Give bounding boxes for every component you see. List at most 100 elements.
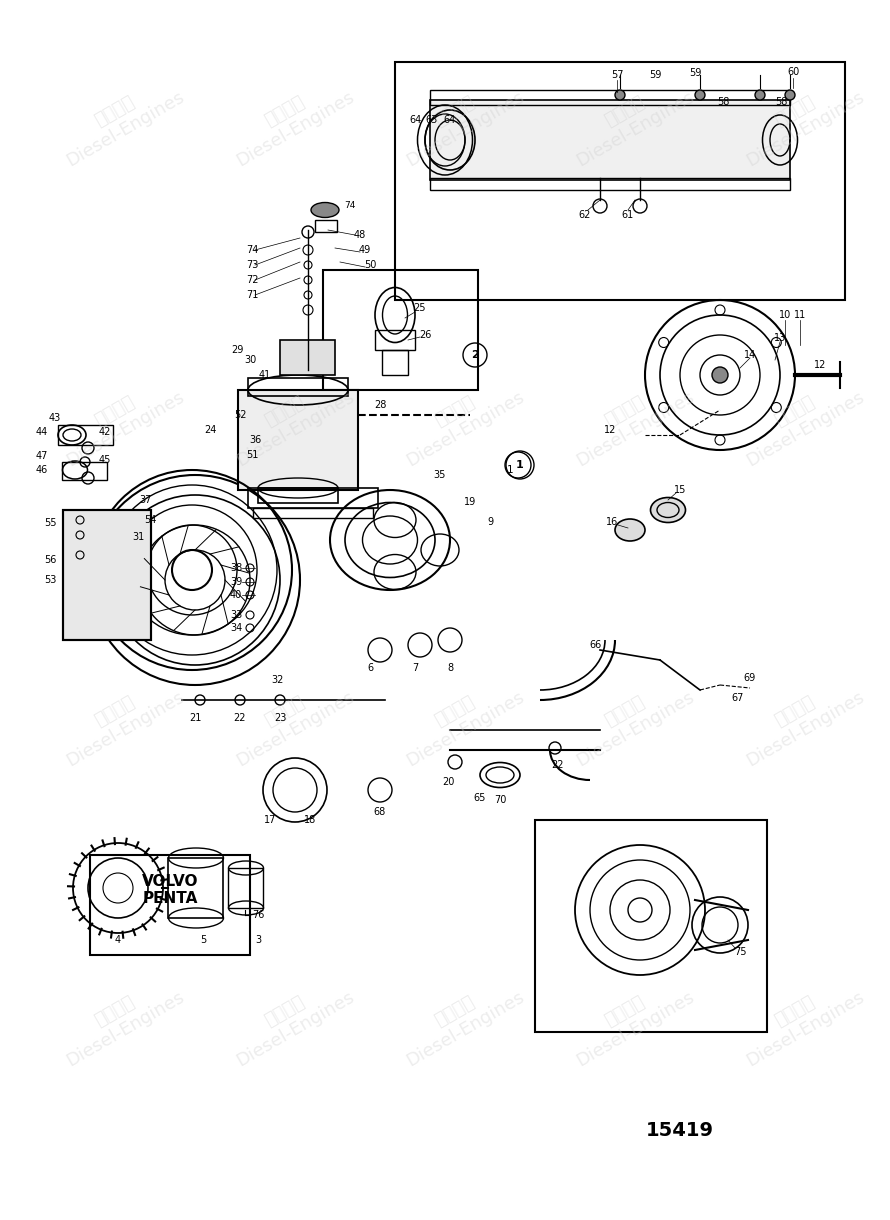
Text: 10: 10 [779,310,791,320]
Text: 59: 59 [649,70,661,81]
Text: 紧发动力
Diesel-Engines: 紧发动力 Diesel-Engines [732,70,868,170]
Text: 61: 61 [622,210,634,220]
Text: 70: 70 [494,795,506,805]
Text: 1: 1 [506,465,514,475]
Text: 58: 58 [716,98,729,107]
Text: 11: 11 [794,310,806,320]
Bar [258,488,338,503]
Text: VOLVO
PENTA: VOLVO PENTA [142,874,198,906]
Text: 13: 13 [774,333,786,343]
Text: 31: 31 [132,532,144,542]
Text: 36: 36 [249,436,261,445]
Text: 16: 16 [606,517,619,527]
Text: 64: 64 [444,115,457,124]
Text: 64: 64 [409,115,421,124]
Bar [63,510,151,640]
Text: 40: 40 [230,590,242,600]
Text: 69: 69 [744,673,756,683]
Text: 紧发动力
Diesel-Engines: 紧发动力 Diesel-Engines [392,370,528,470]
Text: 58: 58 [775,98,787,107]
Bar [430,90,790,105]
Text: 4: 4 [115,935,121,946]
Text: 32: 32 [271,675,284,684]
Bar [395,62,845,300]
Text: 57: 57 [611,70,623,81]
Text: 52: 52 [234,410,247,420]
Text: 14: 14 [744,350,756,360]
Bar [535,820,767,1032]
Text: 38: 38 [230,562,242,573]
Text: 紧发动力
Diesel-Engines: 紧发动力 Diesel-Engines [222,670,358,770]
Bar [315,220,337,232]
Bar [238,390,358,490]
Text: 55: 55 [44,518,56,528]
Text: 51: 51 [246,450,258,460]
Ellipse shape [651,498,685,522]
Bar [248,488,378,508]
Ellipse shape [311,203,339,217]
Ellipse shape [615,518,645,540]
Text: 45: 45 [99,455,111,465]
Circle shape [615,90,625,100]
Text: 紧发动力
Diesel-Engines: 紧发动力 Diesel-Engines [53,370,188,470]
Text: 3: 3 [255,935,261,946]
Text: 39: 39 [230,577,242,587]
Bar [63,510,151,640]
Text: 25: 25 [414,303,426,314]
Text: 21: 21 [189,712,201,723]
Text: 紧发动力
Diesel-Engines: 紧发动力 Diesel-Engines [392,970,528,1070]
Bar [248,378,348,396]
Text: 12: 12 [603,425,616,436]
Bar [430,100,790,181]
Text: 29: 29 [231,345,243,355]
Text: 22: 22 [552,760,564,770]
Bar [168,858,223,917]
Circle shape [755,90,765,100]
Text: 9: 9 [487,517,493,527]
Text: 46: 46 [36,465,48,475]
Text: 76: 76 [252,910,264,920]
Text: 7: 7 [412,662,418,673]
Text: 24: 24 [204,425,216,436]
Text: 紧发动力
Diesel-Engines: 紧发动力 Diesel-Engines [53,670,188,770]
Text: 63: 63 [426,115,438,124]
Text: 43: 43 [49,414,61,423]
Text: 73: 73 [246,260,258,270]
Circle shape [785,90,795,100]
Text: 紧发动力
Diesel-Engines: 紧发动力 Diesel-Engines [53,970,188,1070]
Text: 74: 74 [246,245,258,255]
Bar [382,350,408,375]
Text: 紧发动力
Diesel-Engines: 紧发动力 Diesel-Engines [562,970,698,1070]
Bar [375,329,415,350]
Bar [90,855,250,955]
Text: 紧发动力
Diesel-Engines: 紧发动力 Diesel-Engines [222,70,358,170]
Text: 紧发动力
Diesel-Engines: 紧发动力 Diesel-Engines [732,970,868,1070]
Text: 49: 49 [359,245,371,255]
Text: 2: 2 [471,350,479,360]
Text: 33: 33 [230,610,242,620]
Text: 6: 6 [367,662,373,673]
Text: 48: 48 [354,231,366,240]
Text: 71: 71 [246,290,258,300]
Text: 50: 50 [364,260,376,270]
Text: 紧发动力
Diesel-Engines: 紧发动力 Diesel-Engines [392,70,528,170]
Text: 17: 17 [263,815,276,825]
Text: 72: 72 [246,274,258,285]
Circle shape [695,90,705,100]
Text: 56: 56 [44,555,56,565]
Circle shape [712,367,728,383]
Text: 30: 30 [244,355,256,365]
Text: 75: 75 [733,947,746,956]
Text: 34: 34 [230,623,242,633]
Text: 53: 53 [44,575,56,586]
Text: 紧发动力
Diesel-Engines: 紧发动力 Diesel-Engines [732,670,868,770]
Text: 26: 26 [419,329,431,340]
Text: 68: 68 [374,806,386,817]
Text: 紧发动力
Diesel-Engines: 紧发动力 Diesel-Engines [562,70,698,170]
Text: 紧发动力
Diesel-Engines: 紧发动力 Diesel-Engines [222,370,358,470]
Text: 54: 54 [144,515,156,525]
Text: 67: 67 [732,693,744,703]
Text: 74: 74 [344,200,356,210]
Text: 1: 1 [516,460,524,470]
Text: 紧发动力
Diesel-Engines: 紧发动力 Diesel-Engines [562,670,698,770]
